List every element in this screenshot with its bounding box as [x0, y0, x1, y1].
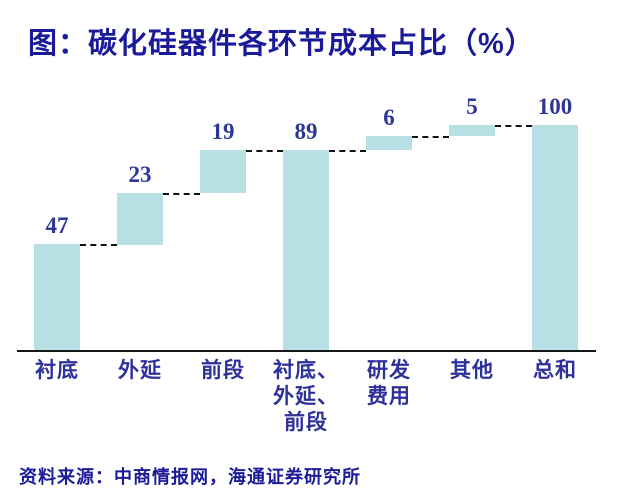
value-label-前段: 19 [211, 119, 235, 144]
category-label-其他: 其他 [450, 359, 494, 382]
x-axis-line [17, 350, 596, 352]
category-label-前段: 前段 [201, 359, 245, 382]
bar-衬底、外延、前段 [283, 150, 329, 350]
connector-line [246, 150, 283, 152]
bar-总和 [532, 125, 578, 350]
value-label-总和: 100 [537, 94, 573, 119]
connector-line [163, 193, 200, 195]
category-label-衬底、外延、前段: 衬底、 外延、 前段 [273, 359, 339, 434]
connector-line [80, 244, 117, 246]
value-label-其他: 5 [466, 94, 478, 119]
value-label-外延: 23 [128, 162, 152, 187]
category-label-衬底: 衬底 [35, 359, 79, 382]
category-label-总和: 总和 [533, 359, 577, 382]
value-label-衬底: 47 [45, 213, 69, 238]
connector-line [495, 125, 532, 127]
bar-衬底 [34, 244, 80, 350]
bar-其他 [449, 125, 495, 136]
bar-前段 [200, 150, 246, 193]
value-label-研发费用: 6 [383, 105, 395, 130]
source-note: 资料来源：中商情报网，海通证券研究所 [19, 467, 361, 487]
chart-title: 图：碳化硅器件各环节成本占比（%） [28, 28, 535, 60]
bar-研发费用 [366, 136, 412, 150]
connector-line [412, 136, 449, 138]
connector-line [329, 150, 366, 152]
category-label-外延: 外延 [118, 359, 162, 382]
bar-外延 [117, 193, 163, 245]
category-label-研发费用: 研发 费用 [367, 359, 411, 408]
value-label-衬底、外延、前段: 89 [294, 119, 318, 144]
